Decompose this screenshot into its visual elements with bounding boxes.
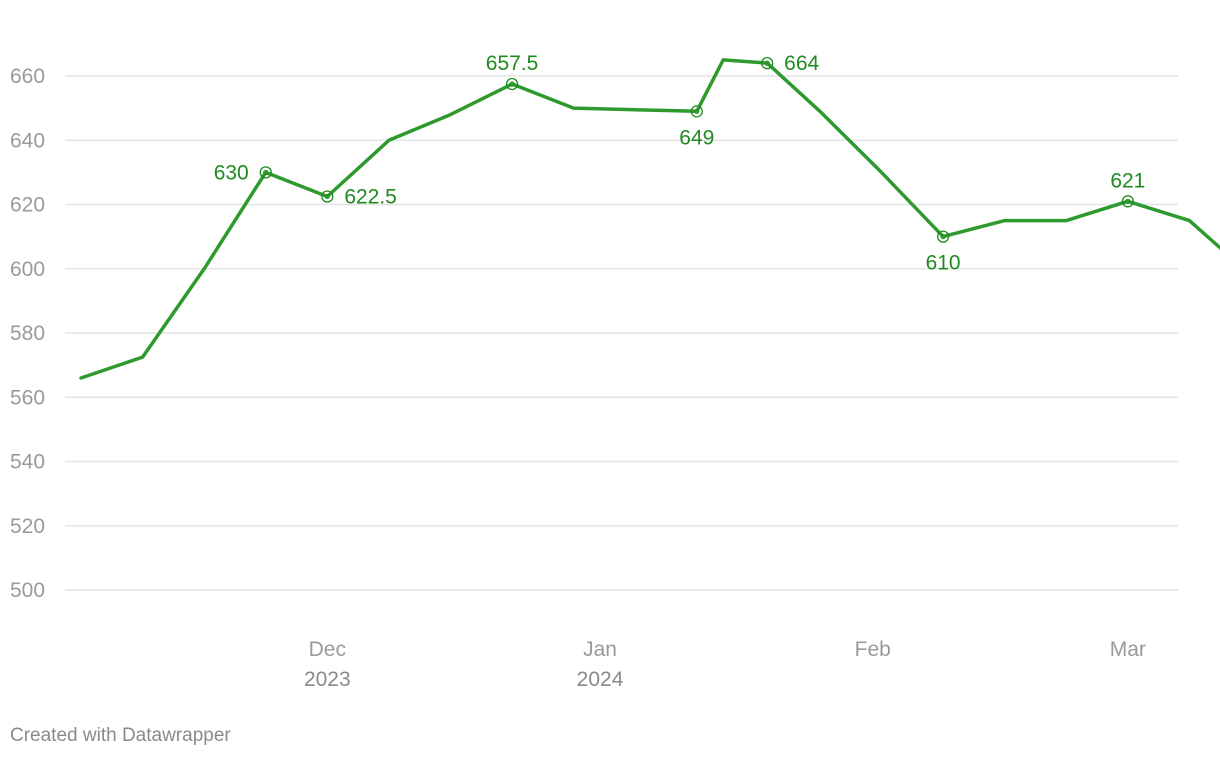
y-tick-label: 540: [10, 451, 45, 474]
series-path: [79, 58, 1220, 380]
x-tick-year: 2023: [304, 668, 351, 691]
y-tick-label: 660: [10, 65, 45, 88]
point-marker-inner: [324, 193, 330, 200]
x-tick-label: Jan: [583, 638, 617, 661]
chart-credit: Created with Datawrapper: [10, 725, 231, 746]
series-line: [79, 58, 1220, 380]
point-marker: [505, 77, 519, 91]
point-marker-inner: [1125, 198, 1131, 204]
point-marker-inner: [940, 234, 946, 240]
data-labels: 630622.5657.5649664610621570582.56006366…: [214, 52, 1146, 275]
x-tick-label: Dec: [309, 638, 346, 661]
point-marker-inner: [694, 108, 700, 114]
point-marker: [321, 190, 334, 203]
line-chart: 500 520 540 560 580 600 620 640 660 Dec 2023 Jan 20…: [10, 52, 1220, 691]
x-axis: Dec2023Jan2024FebMarAprMayJunJulAugSepOc…: [304, 638, 1146, 691]
data-label: 649: [679, 126, 714, 149]
data-label: 621: [1110, 169, 1145, 192]
data-label: 622.5: [344, 185, 397, 208]
x-tick-year: 2024: [577, 668, 624, 691]
point-markers: [259, 57, 1134, 243]
x-tick-label: Feb: [855, 638, 891, 661]
y-axis: 500 520 540 560 580 600 620 640 660: [10, 65, 45, 602]
y-tick-label: 640: [10, 129, 45, 152]
point-marker: [1121, 195, 1134, 208]
y-tick-label: 520: [10, 515, 45, 538]
gridlines: [65, 75, 1178, 591]
y-tick-label: 560: [10, 386, 45, 409]
y-tick-label: 600: [10, 258, 45, 281]
x-tick-label: Mar: [1110, 638, 1146, 661]
point-marker: [690, 105, 703, 118]
data-label: 630: [214, 161, 249, 184]
point-marker-inner: [764, 60, 770, 66]
data-label: 664: [784, 52, 819, 75]
y-tick-label: 500: [10, 579, 45, 602]
point-marker: [259, 166, 272, 179]
data-label: 657.5: [486, 52, 539, 75]
point-marker: [761, 57, 774, 70]
point-marker-inner: [263, 169, 269, 175]
y-tick-label: 620: [10, 194, 45, 217]
y-tick-label: 580: [10, 322, 45, 345]
data-label: 610: [926, 252, 961, 275]
point-marker-inner: [509, 81, 515, 87]
point-marker: [936, 230, 950, 243]
